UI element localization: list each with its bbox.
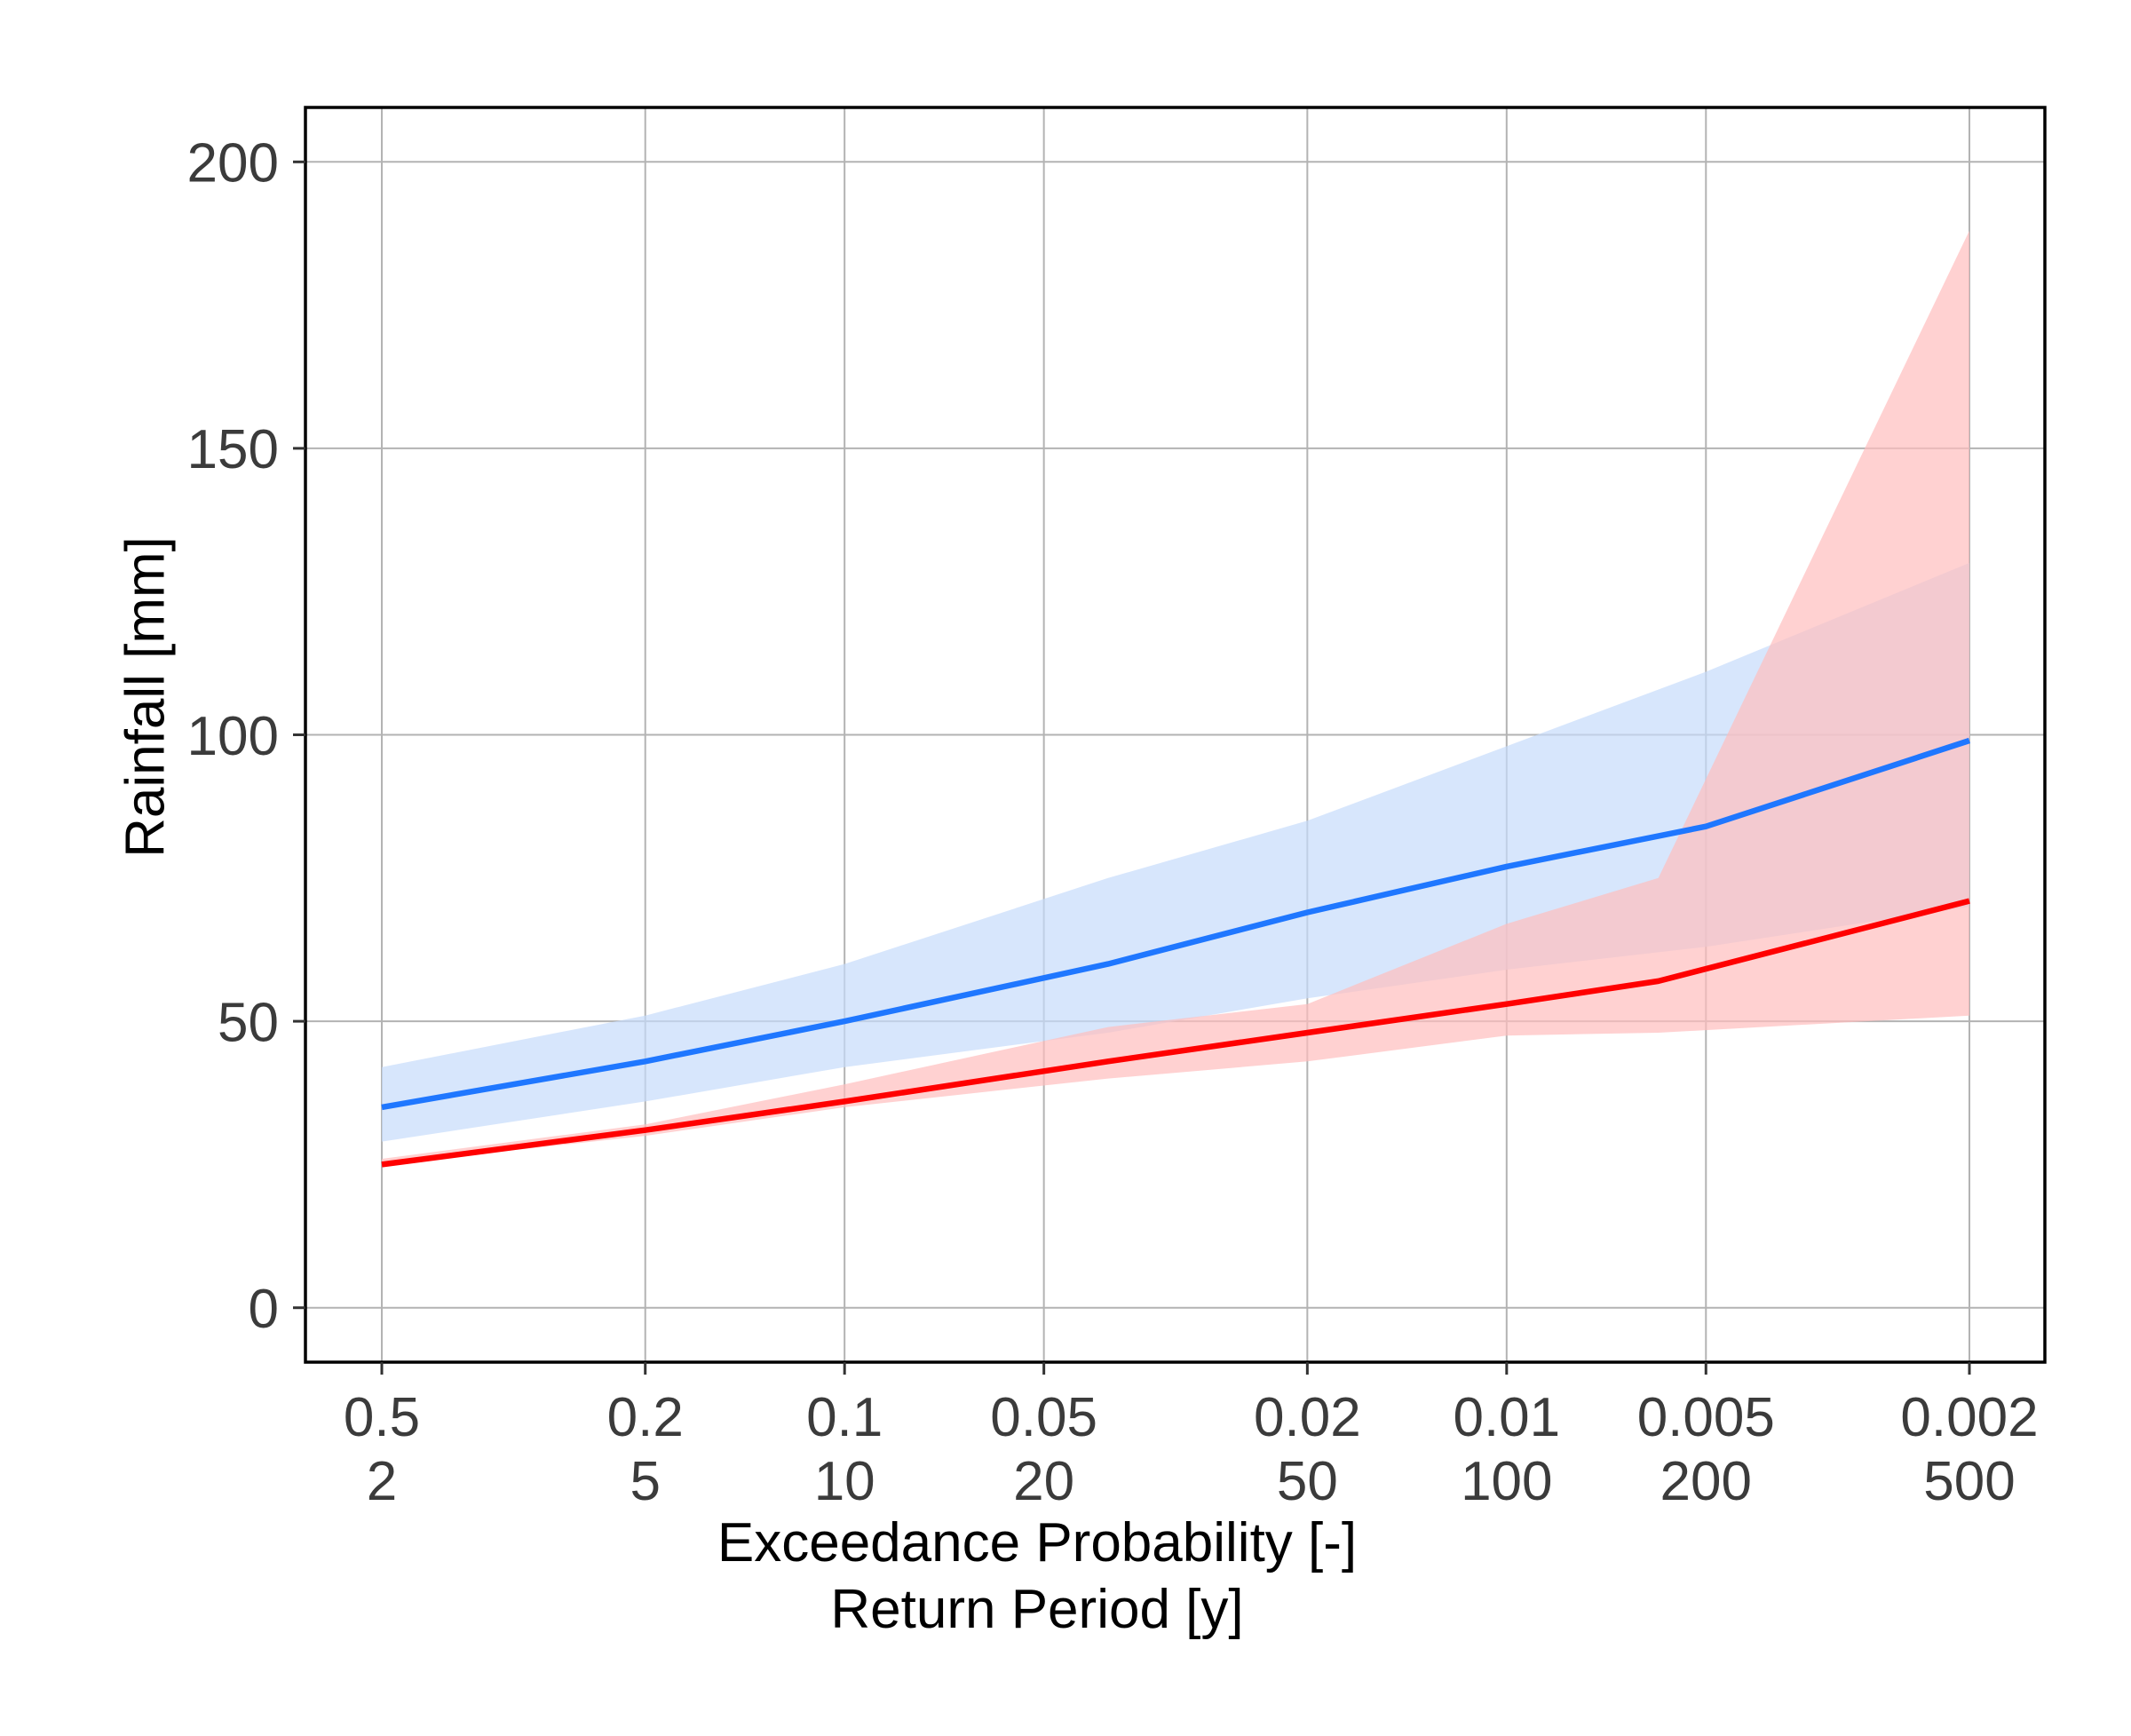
x-tick-label-return-period: 2	[367, 1451, 397, 1512]
x-tick-label-probability: 0.002	[1900, 1387, 2038, 1448]
y-tick-label: 100	[187, 706, 279, 767]
x-axis-title-secondary: Return Period [y]	[830, 1579, 1243, 1640]
x-tick-label-return-period: 5	[630, 1451, 660, 1512]
x-tick-label-probability: 0.2	[607, 1387, 684, 1448]
series-lines	[381, 737, 1971, 1168]
x-tick-label-probability: 0.02	[1254, 1387, 1361, 1448]
y-tick-label: 50	[218, 992, 279, 1053]
y-tick-label: 200	[187, 133, 279, 194]
x-tick-label-probability: 0.5	[344, 1387, 420, 1448]
confidence-band-series-2	[382, 230, 1969, 1165]
confidence-bands	[382, 230, 1969, 1165]
series-line-1	[381, 737, 1971, 1111]
x-tick-label-return-period: 10	[814, 1451, 875, 1512]
y-tick-label: 0	[249, 1279, 279, 1340]
x-tick-label-return-period: 20	[1013, 1451, 1074, 1512]
series-line-2	[381, 898, 1970, 1168]
x-tick-label-probability: 0.005	[1637, 1387, 1775, 1448]
x-tick-label-return-period: 50	[1277, 1451, 1338, 1512]
y-tick-label: 150	[187, 419, 279, 480]
x-tick-label-probability: 0.05	[990, 1387, 1097, 1448]
x-tick-label-return-period: 100	[1461, 1451, 1552, 1512]
x-axis-title: Exceedance Probability [-]	[717, 1512, 1357, 1573]
y-axis-title: Rainfall [mm]	[115, 536, 176, 858]
x-tick-label-probability: 0.01	[1453, 1387, 1560, 1448]
x-tick-label-probability: 0.1	[806, 1387, 883, 1448]
axis-ticks: 0501001502000.520.250.1100.05200.02500.0…	[187, 133, 2039, 1512]
confidence-band-series-1	[382, 562, 1969, 1142]
x-tick-label-return-period: 500	[1923, 1451, 2015, 1512]
x-tick-label-return-period: 200	[1660, 1451, 1752, 1512]
